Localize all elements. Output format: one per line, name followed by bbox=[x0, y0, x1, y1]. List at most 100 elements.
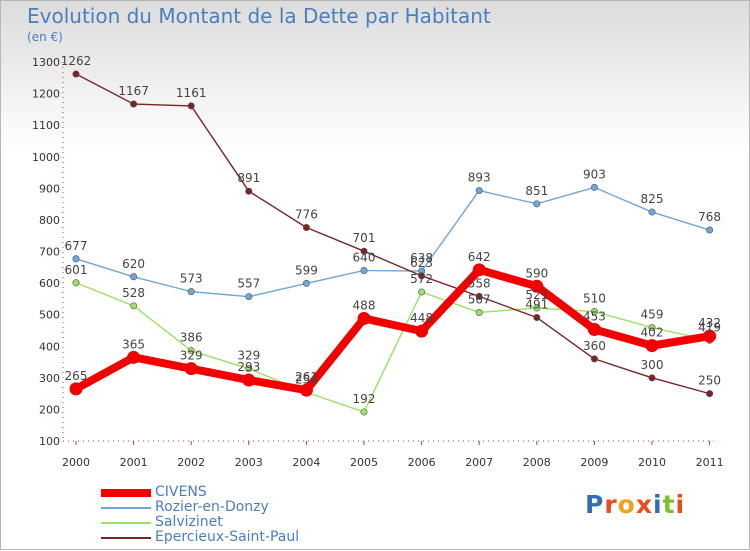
logo-letter: i bbox=[675, 490, 686, 519]
y-tick-label: 100 bbox=[39, 435, 60, 448]
data-point bbox=[302, 279, 310, 287]
data-label: 1161 bbox=[176, 86, 207, 100]
x-tick-label: 2010 bbox=[638, 456, 666, 469]
data-label: 623 bbox=[410, 256, 433, 270]
data-label: 293 bbox=[237, 360, 260, 374]
data-point bbox=[187, 102, 195, 110]
data-point bbox=[415, 324, 429, 338]
y-tick-label: 1200 bbox=[32, 88, 60, 101]
data-label: 825 bbox=[641, 192, 664, 206]
data-label: 488 bbox=[353, 298, 376, 312]
data-label: 638 bbox=[410, 251, 433, 265]
legend-swatch bbox=[101, 507, 151, 509]
data-label: 620 bbox=[122, 257, 145, 271]
data-label: 510 bbox=[583, 292, 606, 306]
x-tick-label: 2005 bbox=[350, 456, 378, 469]
data-label: 851 bbox=[525, 184, 548, 198]
x-tick-label: 2008 bbox=[523, 456, 551, 469]
x-tick-label: 2002 bbox=[177, 456, 205, 469]
x-tick-label: 2007 bbox=[465, 456, 493, 469]
y-tick-label: 800 bbox=[39, 214, 60, 227]
data-label: 701 bbox=[353, 231, 376, 245]
chart-subtitle: (en €) bbox=[27, 30, 63, 44]
data-point bbox=[530, 279, 544, 293]
legend-swatch bbox=[101, 522, 151, 524]
series-line bbox=[72, 265, 714, 395]
logo-letter: o bbox=[617, 490, 636, 519]
data-point bbox=[360, 408, 368, 416]
data-label: 558 bbox=[468, 276, 491, 290]
legend-swatch bbox=[101, 489, 151, 497]
data-point bbox=[418, 288, 426, 296]
data-point bbox=[72, 255, 80, 263]
data-point bbox=[187, 288, 195, 296]
data-label: 776 bbox=[295, 208, 318, 222]
data-point bbox=[475, 187, 483, 195]
data-point bbox=[648, 374, 656, 382]
data-label: 365 bbox=[122, 337, 145, 351]
legend-label: Rozier-en-Donzy bbox=[155, 499, 269, 515]
data-label: 265 bbox=[65, 369, 88, 383]
data-label: 192 bbox=[353, 392, 376, 406]
y-tick-label: 1100 bbox=[32, 119, 60, 132]
data-point bbox=[130, 100, 138, 108]
data-label: 1262 bbox=[61, 54, 92, 68]
data-point bbox=[245, 365, 253, 373]
data-point bbox=[590, 308, 598, 316]
legend-label: Salvizinet bbox=[155, 514, 223, 530]
x-tick-label: 2000 bbox=[62, 456, 90, 469]
data-label: 507 bbox=[468, 292, 491, 306]
data-label: 528 bbox=[122, 286, 145, 300]
data-label: 453 bbox=[583, 310, 606, 324]
y-tick-label: 700 bbox=[39, 246, 60, 259]
x-tick-label: 2003 bbox=[235, 456, 263, 469]
logo-letter: P bbox=[585, 490, 605, 519]
data-label: 360 bbox=[583, 339, 606, 353]
y-tick-label: 1300 bbox=[32, 56, 60, 69]
data-point bbox=[360, 247, 368, 255]
data-point bbox=[245, 187, 253, 195]
x-tick-label: 2004 bbox=[292, 456, 320, 469]
data-point bbox=[645, 339, 659, 353]
logo-letter: i bbox=[653, 490, 663, 519]
data-point bbox=[706, 226, 714, 234]
x-tick-label: 2006 bbox=[408, 456, 436, 469]
data-label: 1167 bbox=[118, 84, 149, 98]
data-point bbox=[475, 308, 483, 316]
data-point bbox=[590, 183, 598, 191]
data-point bbox=[184, 362, 198, 376]
data-point bbox=[245, 293, 253, 301]
data-point bbox=[533, 314, 541, 322]
x-tick-label: 2001 bbox=[120, 456, 148, 469]
y-tick-label: 400 bbox=[39, 340, 60, 353]
data-label: 459 bbox=[641, 308, 664, 322]
series-line bbox=[75, 73, 711, 395]
data-label: 419 bbox=[698, 320, 721, 334]
data-point bbox=[703, 329, 717, 343]
data-label: 491 bbox=[525, 298, 548, 312]
data-label: 521 bbox=[525, 288, 548, 302]
data-point bbox=[187, 347, 195, 355]
data-label: 557 bbox=[237, 277, 260, 291]
series-line bbox=[75, 282, 711, 413]
data-label: 386 bbox=[180, 331, 203, 345]
y-tick-label: 200 bbox=[39, 403, 60, 416]
data-label: 448 bbox=[410, 311, 433, 325]
data-point bbox=[357, 311, 371, 325]
legend-swatch bbox=[101, 537, 151, 539]
data-point bbox=[706, 390, 714, 398]
data-label: 573 bbox=[180, 272, 203, 286]
data-label: 590 bbox=[525, 266, 548, 280]
data-point bbox=[648, 208, 656, 216]
data-label: 903 bbox=[583, 167, 606, 181]
data-label: 250 bbox=[698, 374, 721, 388]
data-label: 432 bbox=[698, 316, 721, 330]
chart-title: Evolution du Montant de la Dette par Hab… bbox=[27, 4, 491, 28]
data-label: 329 bbox=[180, 349, 203, 363]
data-label: 254 bbox=[295, 372, 318, 386]
legend-label: Epercieux-Saint-Paul bbox=[155, 529, 300, 545]
data-point bbox=[533, 200, 541, 208]
y-tick-label: 500 bbox=[39, 309, 60, 322]
